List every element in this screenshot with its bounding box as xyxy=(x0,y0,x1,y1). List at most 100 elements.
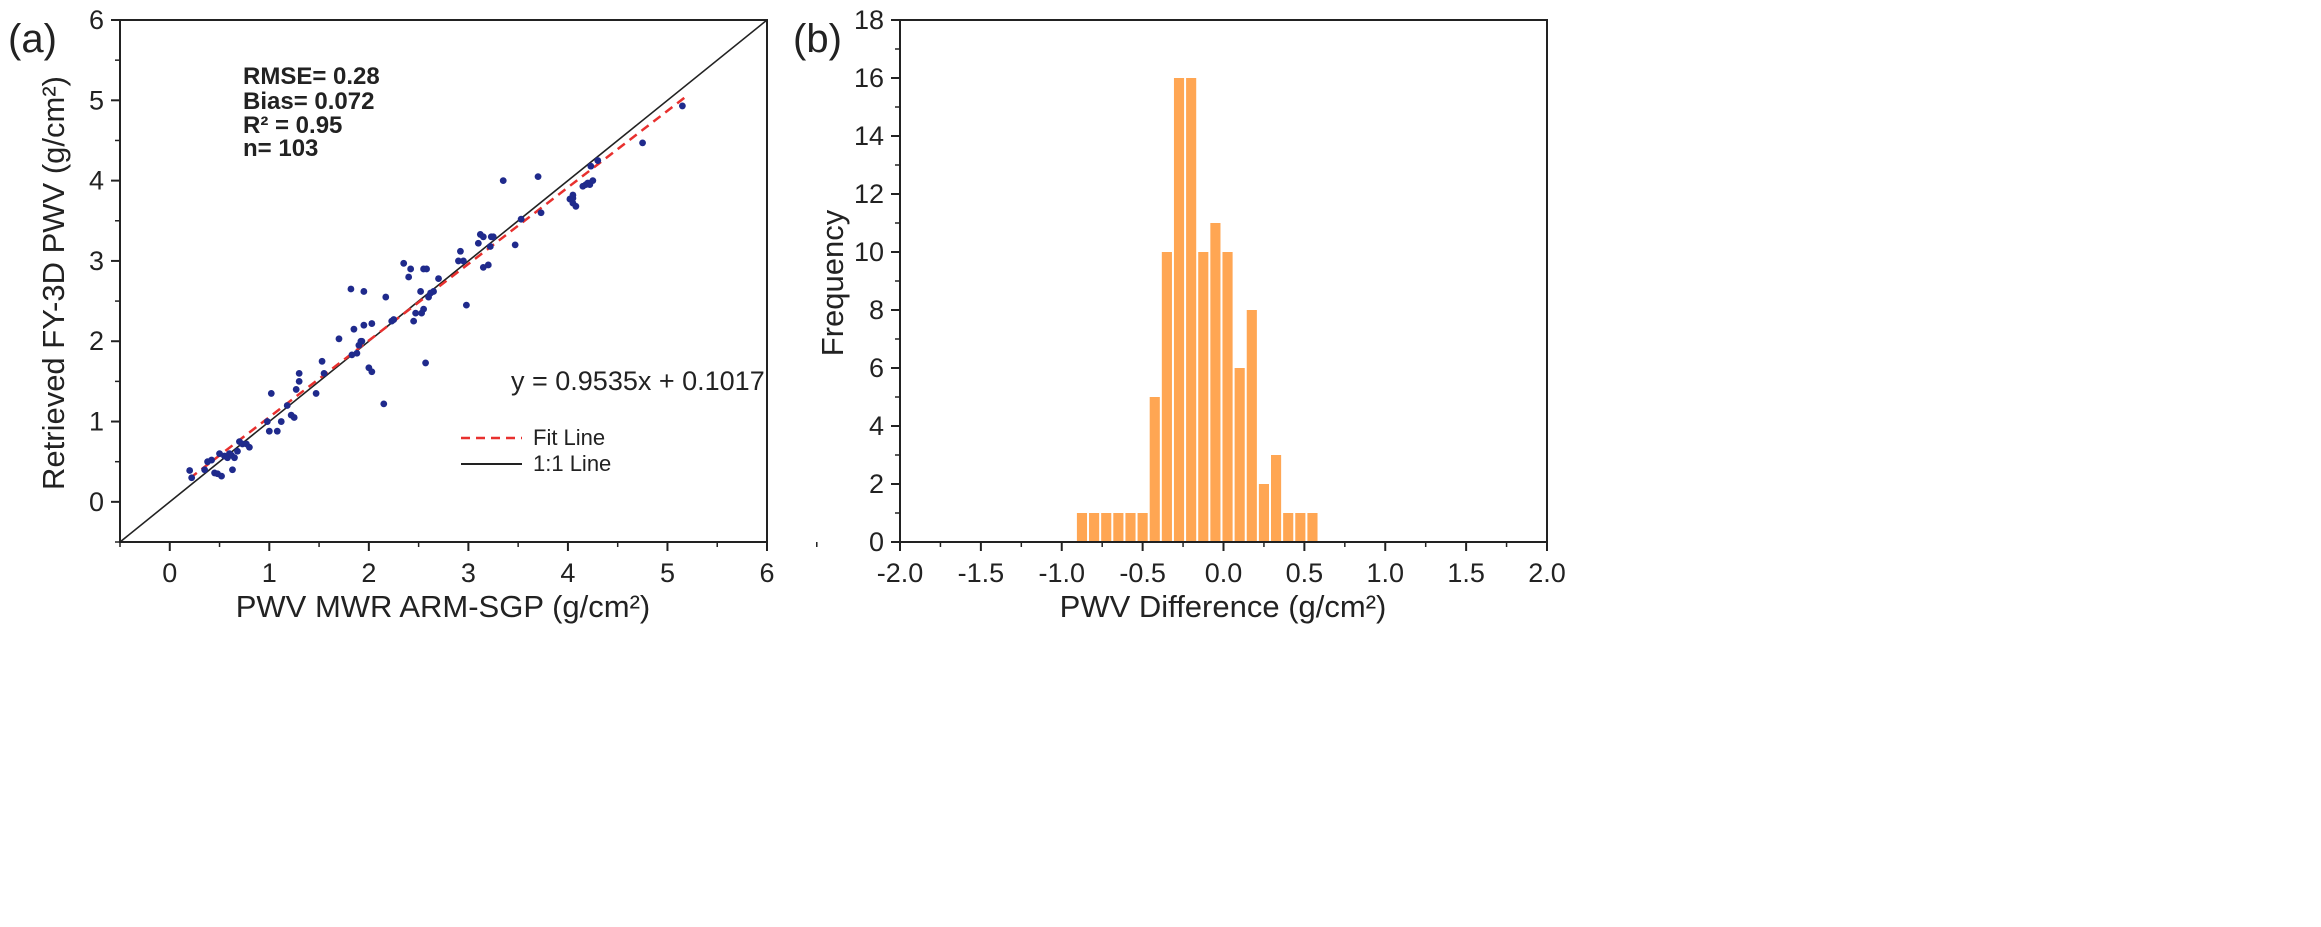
data-point xyxy=(639,139,646,147)
data-point xyxy=(283,402,291,409)
data-point xyxy=(486,243,494,250)
data-point xyxy=(234,447,241,455)
x-tick-label: 2 xyxy=(361,558,376,588)
y-tick-label: 0 xyxy=(89,487,104,517)
data-point xyxy=(422,359,429,367)
histogram-bar xyxy=(1186,78,1197,542)
panel-b-x-ticks: -2.0 -1.5 -1.0 -0.5 0.0 0.5 1.0 1.5 2.0 xyxy=(877,542,1566,588)
histogram-bar xyxy=(1210,223,1221,542)
x-tick-label: 0.5 xyxy=(1286,558,1324,588)
data-point xyxy=(484,261,492,269)
data-point xyxy=(186,467,194,474)
data-point xyxy=(499,177,507,185)
histogram-bar xyxy=(1307,513,1318,542)
x-tick-label: 1 xyxy=(262,558,277,588)
histogram-bar xyxy=(1295,513,1306,542)
panel-a-plot-area xyxy=(119,19,768,543)
data-point xyxy=(589,177,597,185)
data-point xyxy=(430,288,437,295)
data-point xyxy=(368,368,376,376)
data-point xyxy=(350,325,358,333)
histogram-bar xyxy=(1246,310,1257,542)
data-point xyxy=(188,474,196,482)
y-tick-label: 2 xyxy=(869,469,884,499)
fit-equation: y = 0.9535x + 0.1017 xyxy=(511,366,765,396)
x-tick-label: 4 xyxy=(560,558,575,588)
data-point xyxy=(489,233,497,241)
panel-a-y-axis-title: Retrieved FY-3D PWV (g/cm²) xyxy=(36,76,71,490)
y-tick-label: 6 xyxy=(869,353,884,383)
x-tick-label: 0 xyxy=(162,558,177,588)
data-point xyxy=(534,173,542,181)
x-tick-label: 3 xyxy=(461,558,476,588)
histogram-bar xyxy=(1271,455,1282,542)
panel-b-histogram-bars xyxy=(1076,78,1318,542)
y-tick-label: 0 xyxy=(869,527,884,557)
panel-b-y-axis-title: Frequency xyxy=(815,209,850,356)
stat-rmse: RMSE= 0.28 xyxy=(243,63,380,90)
data-point xyxy=(360,321,368,329)
data-point xyxy=(435,275,442,282)
x-tick-label: 2.0 xyxy=(1528,558,1566,588)
y-tick-label: 12 xyxy=(854,179,884,209)
data-point xyxy=(360,288,368,295)
y-tick-label: 14 xyxy=(854,121,884,151)
data-point xyxy=(246,443,253,451)
histogram-bar xyxy=(1173,78,1185,542)
panel-a: (a) 0 1 2 3 4 5 6 0 1 2 3 4 5 6 RMSE= 0.28 Bias= 0.0… xyxy=(8,5,818,624)
x-tick-label: 6 xyxy=(759,558,774,588)
data-point xyxy=(347,285,355,293)
data-point xyxy=(368,320,376,327)
x-tick-label: 1.5 xyxy=(1447,558,1485,588)
data-point xyxy=(462,301,470,309)
data-point xyxy=(277,418,285,425)
data-point xyxy=(218,472,225,480)
data-point xyxy=(455,257,462,265)
x-tick-label: 1.0 xyxy=(1366,558,1404,588)
stat-n: n= 103 xyxy=(243,135,318,162)
y-tick-label: 5 xyxy=(89,85,104,115)
data-point xyxy=(407,265,415,273)
data-point xyxy=(358,337,366,345)
data-point xyxy=(410,317,418,325)
panel-b-y-ticks: 0 2 4 6 8 10 12 14 16 18 xyxy=(854,5,900,557)
data-point xyxy=(417,288,425,295)
data-point xyxy=(353,349,361,357)
data-point xyxy=(295,369,303,377)
histogram-bar xyxy=(1149,397,1160,542)
data-point xyxy=(335,335,343,343)
x-tick-label: 5 xyxy=(660,558,675,588)
data-point xyxy=(420,305,427,313)
x-tick-label: 0.0 xyxy=(1205,558,1243,588)
histogram-bar xyxy=(1234,368,1245,542)
panel-b-x-axis-title: PWV Difference (g/cm²) xyxy=(1060,589,1387,624)
data-point xyxy=(318,357,326,365)
data-point xyxy=(229,466,236,474)
data-point xyxy=(320,369,328,377)
x-tick-label: -1.0 xyxy=(1038,558,1085,588)
data-point xyxy=(678,102,686,110)
panel-a-label: (a) xyxy=(8,17,57,61)
histogram-bar xyxy=(1125,513,1136,542)
data-point xyxy=(263,418,271,425)
histogram-bar xyxy=(1076,513,1088,542)
panel-a-y-ticks: 0 1 2 3 4 5 6 xyxy=(89,5,120,543)
data-point xyxy=(390,316,398,323)
data-point xyxy=(511,241,519,249)
data-point xyxy=(312,390,320,397)
histogram-bar xyxy=(1089,513,1100,542)
y-tick-label: 16 xyxy=(854,63,884,93)
data-point xyxy=(474,239,482,247)
panel-a-x-axis-title: PWV MWR ARM-SGP (g/cm²) xyxy=(236,589,650,624)
data-point xyxy=(457,247,464,255)
data-point xyxy=(537,209,545,217)
histogram-bar xyxy=(1113,513,1124,542)
data-point xyxy=(400,259,408,267)
histogram-bar xyxy=(1101,513,1112,542)
data-point xyxy=(572,202,580,210)
panel-a-x-ticks: 0 1 2 3 4 5 6 xyxy=(119,542,818,588)
histogram-bar xyxy=(1283,513,1294,542)
histogram-bar xyxy=(1161,252,1172,542)
data-point xyxy=(479,233,487,241)
